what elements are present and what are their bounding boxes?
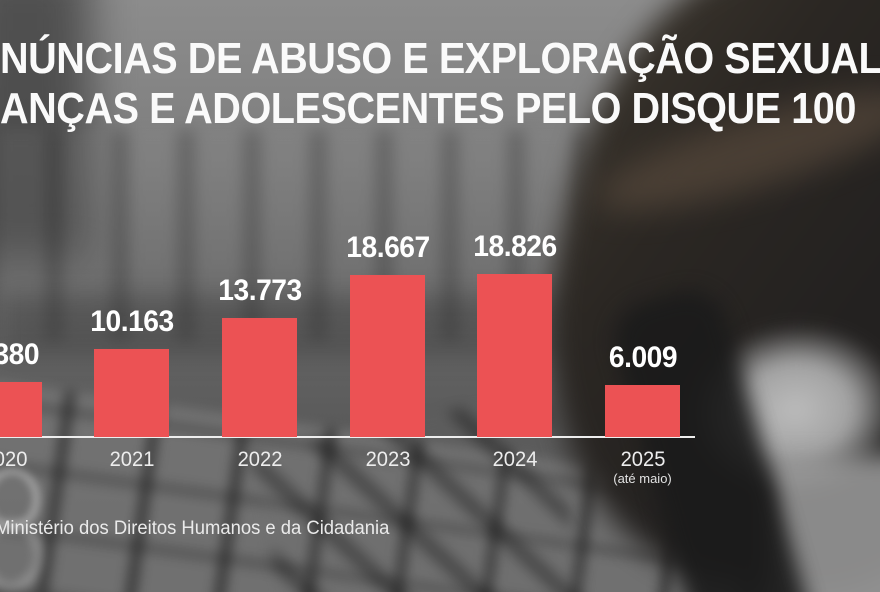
bar-2022 (222, 318, 297, 437)
bar-2024 (477, 274, 552, 437)
source-credit: Ministério dos Direitos Humanos e da Cid… (0, 518, 390, 539)
x-tick-2020: 2020 (0, 448, 27, 471)
x-tick-2023: 2023 (365, 448, 410, 471)
bar-value-label: 18.667 (345, 231, 430, 264)
x-tick-2025: 2025 (620, 448, 665, 471)
bar-2020 (0, 382, 42, 437)
bar-value-label: 10.163 (89, 305, 174, 338)
chart-title-line-1: NÚNCIAS DE ABUSO E EXPLORAÇÃO SEXUAL CON… (0, 34, 880, 83)
chart-title-line-2: ANÇAS E ADOLESCENTES PELO DISQUE 100 (0, 84, 856, 133)
bar-value-label: 6.009 (608, 341, 677, 374)
bar-2025 (605, 385, 680, 437)
bar-2023 (350, 275, 425, 437)
x-tick-2024: 2024 (492, 448, 537, 471)
bar-value-label: 6.380 (0, 338, 39, 371)
bar-value-label: 13.773 (217, 274, 302, 307)
bar-2021 (94, 349, 169, 437)
x-axis-line (0, 436, 695, 438)
bar-value-label: 18.826 (472, 230, 557, 263)
x-tick-2021: 2021 (109, 448, 154, 471)
x-tick-2022: 2022 (237, 448, 282, 471)
x-tick-note-ate-maio: (até maio) (613, 471, 672, 486)
